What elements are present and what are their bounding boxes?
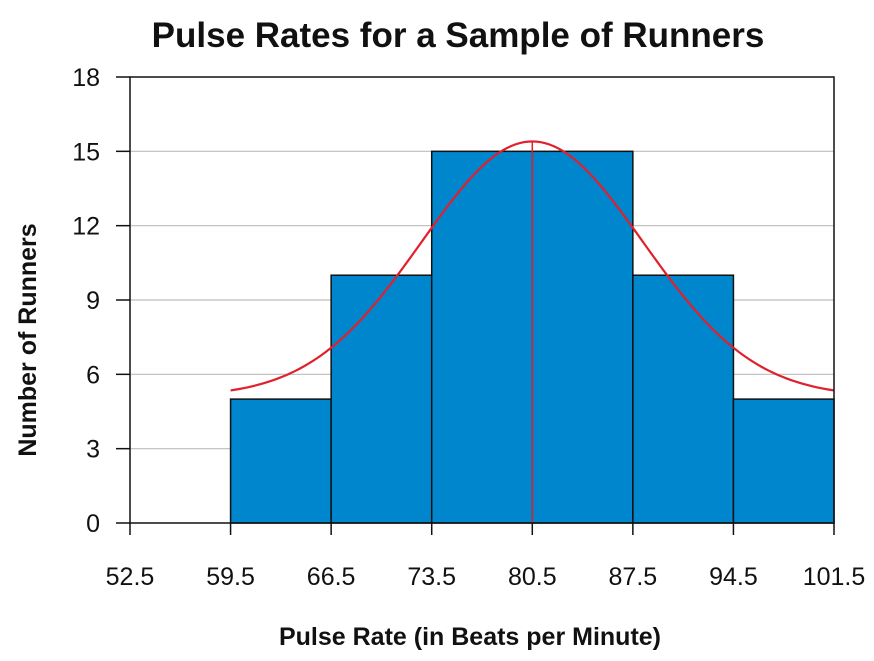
x-tick-label: 73.5 bbox=[407, 563, 456, 591]
x-tick-label: 94.5 bbox=[709, 563, 758, 591]
x-tick-label: 66.5 bbox=[307, 563, 356, 591]
chart-title: Pulse Rates for a Sample of Runners bbox=[152, 16, 765, 55]
bars bbox=[229, 150, 835, 524]
curve-layer bbox=[230, 140, 835, 523]
axes bbox=[116, 76, 835, 535]
bar-4 bbox=[531, 150, 634, 524]
x-tick-label: 101.5 bbox=[803, 563, 866, 591]
x-tick-label: 87.5 bbox=[609, 563, 658, 591]
y-tick-label: 15 bbox=[72, 138, 100, 166]
x-tick-labels: 52.5 59.5 66.5 73.5 80.5 87.5 94.5 101.5 bbox=[106, 563, 866, 591]
x-tick-label: 80.5 bbox=[508, 563, 557, 591]
y-tick-label: 3 bbox=[86, 436, 100, 464]
x-tick-label: 59.5 bbox=[206, 563, 255, 591]
bar-6 bbox=[732, 398, 835, 524]
bar-3 bbox=[430, 150, 534, 524]
y-tick-label: 12 bbox=[72, 213, 100, 241]
x-axis-label: Pulse Rate (in Beats per Minute) bbox=[279, 623, 661, 651]
bar-2 bbox=[330, 274, 433, 524]
x-tick-label: 52.5 bbox=[106, 563, 155, 591]
y-tick-labels: 0 3 6 9 12 15 18 bbox=[72, 64, 100, 538]
bar-1 bbox=[229, 398, 332, 524]
y-axis-label: Number of Runners bbox=[14, 223, 42, 456]
y-tick-label: 18 bbox=[72, 64, 100, 92]
bar-5 bbox=[632, 274, 735, 524]
y-tick-label: 6 bbox=[86, 361, 100, 389]
y-tick-label: 9 bbox=[86, 287, 100, 315]
y-tick-label: 0 bbox=[86, 510, 100, 538]
normal-curve bbox=[230, 140, 835, 392]
